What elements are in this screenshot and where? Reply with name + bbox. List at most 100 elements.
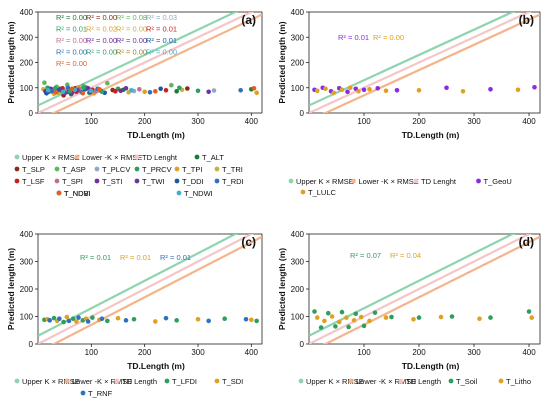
legend-marker <box>298 378 304 384</box>
legend-marker <box>74 154 80 160</box>
data-point <box>488 86 493 92</box>
data-point <box>206 318 211 324</box>
data-point <box>361 87 367 93</box>
data-point <box>70 316 76 322</box>
data-point <box>123 318 129 323</box>
panel-2: 0 100 200 300 400 100 200 300 400 TD.Length (m) Pr… <box>6 230 263 398</box>
x-tick-label: 300 <box>467 117 481 126</box>
r2-annotation: R² = 0.01 <box>338 33 369 42</box>
r2-annotation: R² = 0.00 <box>116 36 147 45</box>
r2-annotation: R² = 0.01 <box>146 25 177 34</box>
data-point <box>49 88 55 94</box>
data-point <box>460 88 466 94</box>
data-point <box>69 86 75 92</box>
data-point <box>174 318 179 323</box>
data-point <box>488 315 493 320</box>
legend-label: T_RNF <box>88 389 113 398</box>
data-point <box>312 309 317 314</box>
r2-annotation: R² = 0.00 <box>116 48 147 57</box>
data-point <box>113 88 118 94</box>
data-point <box>51 315 57 321</box>
data-point <box>185 86 190 91</box>
data-point <box>206 89 211 95</box>
data-point <box>383 315 389 320</box>
legend-marker <box>80 390 86 396</box>
data-point <box>347 85 353 91</box>
data-point <box>80 91 86 96</box>
r2-annotation: R² = 0.01 <box>120 253 151 262</box>
legend-label: T_LFDI <box>172 377 197 386</box>
legend-label: TD Lenght <box>142 153 178 162</box>
legend-marker <box>54 178 60 184</box>
y-tick-label: 100 <box>291 84 305 93</box>
data-point <box>81 85 87 91</box>
data-point <box>325 310 331 316</box>
data-point <box>375 85 381 91</box>
data-point <box>52 85 58 91</box>
data-point <box>529 315 535 320</box>
legend-label: T_RDI <box>222 177 244 186</box>
legend-marker <box>56 190 62 196</box>
x-tick-label: 400 <box>245 348 259 357</box>
legend-label: Lower -K × RMSE <box>356 377 416 386</box>
y-tick-label: 300 <box>20 258 34 267</box>
legend-marker <box>14 378 20 384</box>
legend-marker <box>448 378 454 384</box>
data-point <box>372 310 378 315</box>
legend-label: T_SDI <box>222 377 243 386</box>
data-point <box>331 90 337 96</box>
data-point <box>444 85 449 91</box>
data-point <box>358 314 364 320</box>
reference-line <box>38 234 238 337</box>
data-point <box>254 318 259 324</box>
legend-label: T_LSF <box>22 177 45 186</box>
data-point <box>118 88 123 94</box>
legend-marker <box>214 378 220 384</box>
data-point <box>61 319 66 325</box>
legend-marker <box>14 178 20 184</box>
x-tick-label: 200 <box>138 348 152 357</box>
x-axis-label: TD.Length (m) <box>402 361 460 371</box>
y-tick-label: 200 <box>20 285 34 294</box>
data-point <box>344 315 349 320</box>
r2-annotation: R² = 0.00 <box>86 48 117 57</box>
y-tick-label: 300 <box>291 258 305 267</box>
r2-annotation: R² = 0.00 <box>56 48 87 57</box>
reference-line <box>309 12 516 107</box>
legend-label: T_NDVI <box>64 189 91 198</box>
legend-label: T_STI <box>102 177 122 186</box>
data-point <box>314 315 320 320</box>
x-tick-label: 100 <box>85 117 99 126</box>
legend-marker <box>14 166 20 172</box>
panel-label: (d) <box>519 235 534 249</box>
panel-1: 0 100 200 300 400 100 200 300 400 TD.Length (m) Pr… <box>277 8 541 197</box>
legend-marker <box>94 166 100 172</box>
y-tick-label: 0 <box>29 109 34 118</box>
legend-marker <box>348 378 354 384</box>
data-point <box>129 87 134 93</box>
x-tick-label: 300 <box>467 348 481 357</box>
x-tick-label: 400 <box>522 117 536 126</box>
data-point <box>85 319 91 324</box>
data-point <box>249 317 254 323</box>
legend-marker <box>194 154 200 160</box>
y-tick-label: 100 <box>291 313 305 322</box>
data-point <box>153 319 158 324</box>
legend-label: T_ASP <box>62 165 86 174</box>
data-point <box>356 88 361 94</box>
legend-marker <box>413 178 419 184</box>
legend-label: Upper K × RMSE <box>22 377 80 386</box>
legend-label: TD Lenght <box>421 177 457 186</box>
legend-marker <box>114 378 120 384</box>
data-point <box>323 86 328 92</box>
reference-line <box>51 235 262 344</box>
legend-label: Lower -K × RMSE <box>82 153 142 162</box>
r2-annotation: R² = 0.01 <box>146 36 177 45</box>
data-point <box>532 84 537 90</box>
data-point <box>329 314 335 319</box>
x-tick-label: 400 <box>245 117 259 126</box>
data-point <box>345 89 350 95</box>
data-point <box>42 80 47 85</box>
y-axis-label: Predicted length (m) <box>277 21 287 103</box>
